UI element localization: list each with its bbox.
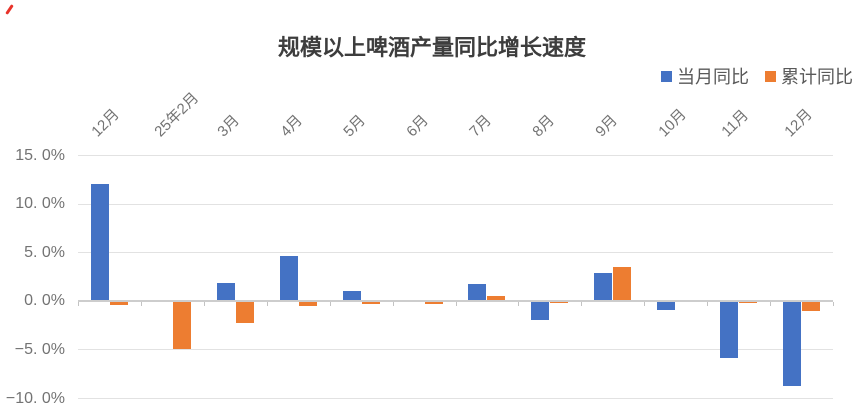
- h-gridline: [78, 349, 833, 351]
- x-axis-tick: [455, 302, 457, 307]
- bar-s0-c2: [216, 282, 235, 302]
- legend-label: 累计同比: [781, 67, 853, 87]
- x-axis-category-label: 8月: [529, 111, 558, 141]
- x-axis-category-label: 10月: [654, 105, 690, 141]
- bar-s0-c7: [531, 301, 550, 320]
- bar-s1-c4: [361, 301, 380, 305]
- x-axis-category-label: 4月: [277, 111, 307, 141]
- y-axis-tick-label: −10. 0%: [5, 389, 65, 407]
- x-axis-tick: [78, 302, 79, 307]
- y-axis-tick-label: 10. 0%: [15, 195, 65, 213]
- x-axis-tick: [329, 302, 331, 307]
- legend-item: 累计同比: [765, 63, 853, 89]
- legend-label: 当月同比: [677, 67, 749, 87]
- x-axis-category-label: 7月: [466, 111, 495, 141]
- x-axis-tick: [833, 302, 834, 307]
- x-axis-category-label: 25年2月: [151, 89, 203, 141]
- x-axis-tick: [581, 302, 583, 307]
- x-axis-category-label: 11月: [717, 106, 752, 141]
- y-axis-tick-label: −5. 0%: [14, 340, 65, 358]
- h-gridline: [78, 203, 833, 205]
- x-axis-tick: [707, 302, 709, 307]
- x-axis-tick: [266, 302, 268, 307]
- y-axis-tick-label: 0. 0%: [24, 292, 65, 310]
- bar-s0-c0: [90, 183, 109, 302]
- x-axis-tick: [140, 302, 142, 307]
- legend-swatch-icon: [765, 70, 776, 82]
- legend-swatch-icon: [661, 70, 672, 82]
- chart-title: 规模以上啤酒产量同比增长速度: [277, 35, 586, 60]
- bar-s0-c8: [594, 273, 613, 302]
- y-axis-tick-label: 5. 0%: [24, 243, 65, 261]
- h-gridline: [78, 398, 833, 399]
- x-axis-tick: [770, 302, 772, 307]
- bar-s1-c5: [424, 301, 443, 305]
- y-axis-tick-label: 15. 0%: [15, 146, 65, 164]
- bar-s0-c9: [657, 301, 676, 311]
- bar-s1-c3: [298, 301, 317, 307]
- bar-s1-c11: [802, 301, 821, 312]
- x-axis-category-label: 3月: [214, 111, 244, 141]
- h-gridline: [78, 155, 833, 156]
- legend: 当月同比 累计同比: [661, 63, 853, 89]
- x-axis-tick: [518, 302, 520, 307]
- x-axis-category-label: 12月: [88, 105, 124, 141]
- x-axis-tick: [644, 302, 646, 307]
- x-axis-line: [78, 300, 833, 303]
- h-gridline: [78, 252, 833, 254]
- x-axis-category-label: 12月: [780, 105, 816, 141]
- x-axis-category-label: 5月: [340, 111, 369, 141]
- bar-s1-c2: [235, 301, 254, 323]
- bar-s0-c4: [342, 290, 361, 302]
- bar-s1-c1: [172, 301, 191, 349]
- legend-item: 当月同比: [661, 63, 749, 89]
- bar-s1-c0: [109, 301, 128, 306]
- bar-s0-c10: [720, 301, 739, 358]
- x-axis-category-label: 9月: [592, 111, 621, 141]
- bar-s1-c8: [613, 267, 632, 302]
- x-axis-tick: [203, 302, 205, 307]
- bar-s1-c6: [487, 296, 506, 302]
- x-axis-tick: [392, 302, 394, 307]
- bar-s0-c3: [279, 255, 298, 302]
- bar-s0-c11: [783, 301, 802, 386]
- red-pen-mark: [5, 4, 14, 15]
- x-axis-category-label: 6月: [403, 111, 432, 141]
- bar-s0-c6: [468, 283, 487, 302]
